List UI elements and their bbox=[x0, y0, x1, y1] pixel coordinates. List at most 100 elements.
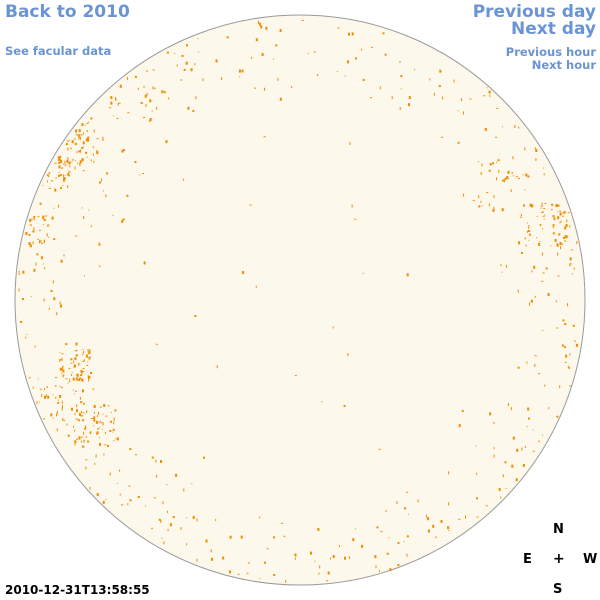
speckle-mark bbox=[88, 350, 91, 354]
speckle-mark bbox=[126, 76, 128, 80]
speckle-mark bbox=[567, 303, 568, 307]
speckle-mark bbox=[137, 496, 140, 498]
speckle-mark bbox=[44, 395, 46, 399]
speckle-mark bbox=[255, 285, 257, 288]
speckle-mark bbox=[105, 194, 107, 198]
speckle-mark bbox=[555, 204, 558, 207]
speckle-mark bbox=[571, 273, 573, 275]
speckle-mark bbox=[198, 51, 200, 53]
next-hour-link[interactable]: Next hour bbox=[531, 58, 596, 72]
speckle-mark bbox=[517, 366, 520, 369]
speckle-mark bbox=[32, 386, 34, 389]
speckle-mark bbox=[406, 491, 409, 493]
speckle-mark bbox=[557, 211, 559, 213]
speckle-mark bbox=[123, 149, 125, 152]
back-to-year-link[interactable]: Back to 2010 bbox=[5, 2, 130, 22]
speckle-mark bbox=[42, 184, 44, 186]
speckle-mark bbox=[160, 520, 162, 524]
speckle-mark bbox=[374, 555, 377, 559]
speckle-mark bbox=[41, 393, 43, 397]
speckle-mark bbox=[183, 488, 185, 492]
speckle-mark bbox=[318, 572, 320, 575]
speckle-mark bbox=[76, 404, 78, 408]
speckle-mark bbox=[42, 215, 45, 219]
speckle-mark bbox=[397, 542, 400, 545]
speckle-mark bbox=[76, 373, 79, 377]
speckle-mark bbox=[522, 204, 525, 207]
speckle-mark bbox=[82, 146, 84, 148]
speckle-mark bbox=[215, 519, 217, 521]
speckle-mark bbox=[489, 94, 491, 97]
speckle-mark bbox=[122, 218, 125, 221]
speckle-mark bbox=[37, 238, 40, 240]
speckle-mark bbox=[78, 150, 81, 153]
speckle-mark bbox=[379, 570, 380, 572]
speckle-mark bbox=[61, 167, 63, 169]
speckle-mark bbox=[478, 161, 480, 163]
speckle-mark bbox=[560, 246, 561, 250]
speckle-mark bbox=[337, 27, 340, 29]
speckle-mark bbox=[476, 516, 479, 518]
speckle-mark bbox=[555, 300, 557, 303]
speckle-mark bbox=[158, 518, 161, 521]
speckle-mark bbox=[39, 240, 40, 244]
speckle-mark bbox=[60, 259, 63, 263]
speckle-mark bbox=[83, 403, 85, 405]
speckle-mark bbox=[196, 558, 198, 562]
speckle-mark bbox=[37, 378, 39, 380]
speckle-mark bbox=[149, 118, 152, 121]
speckle-mark bbox=[59, 395, 62, 398]
speckle-mark bbox=[86, 410, 88, 414]
speckle-mark bbox=[82, 371, 85, 372]
speckle-mark bbox=[518, 177, 520, 179]
speckle-mark bbox=[160, 460, 162, 463]
speckle-mark bbox=[46, 180, 48, 183]
speckle-mark bbox=[500, 264, 502, 267]
speckle-mark bbox=[520, 214, 522, 216]
speckle-mark bbox=[26, 333, 28, 335]
speckle-mark bbox=[100, 422, 103, 424]
speckle-mark bbox=[565, 224, 568, 227]
speckle-mark bbox=[524, 446, 526, 448]
speckle-mark bbox=[202, 78, 204, 82]
next-day-link[interactable]: Next day bbox=[511, 19, 596, 39]
speckle-mark bbox=[536, 215, 538, 217]
speckle-mark bbox=[216, 365, 218, 369]
previous-hour-link[interactable]: Previous hour bbox=[505, 45, 596, 59]
speckle-mark bbox=[458, 424, 461, 428]
speckle-mark bbox=[96, 493, 99, 497]
previous-day-link[interactable]: Previous day bbox=[472, 2, 596, 22]
speckle-mark bbox=[543, 167, 545, 169]
speckle-mark bbox=[142, 173, 145, 174]
speckle-mark bbox=[187, 106, 190, 110]
speckle-mark bbox=[165, 140, 168, 144]
speckle-mark bbox=[544, 384, 546, 387]
speckle-mark bbox=[512, 436, 515, 440]
speckle-mark bbox=[562, 319, 565, 322]
speckle-mark bbox=[354, 218, 357, 220]
speckle-mark bbox=[545, 267, 548, 270]
speckle-mark bbox=[68, 367, 71, 369]
speckle-mark bbox=[528, 226, 530, 229]
speckle-mark bbox=[481, 163, 483, 167]
speckle-mark bbox=[60, 159, 62, 163]
speckle-mark bbox=[128, 485, 131, 487]
speckle-mark bbox=[63, 254, 65, 257]
speckle-mark bbox=[255, 38, 258, 42]
speckle-mark bbox=[281, 522, 283, 524]
speckle-mark bbox=[512, 156, 514, 160]
speckle-mark bbox=[152, 69, 155, 71]
speckle-mark bbox=[113, 422, 115, 425]
speckle-mark bbox=[162, 501, 164, 505]
speckle-mark bbox=[99, 181, 101, 184]
speckle-mark bbox=[398, 61, 401, 63]
speckle-mark bbox=[561, 344, 564, 347]
facular-data-link[interactable]: See facular data bbox=[5, 44, 112, 58]
speckle-mark bbox=[40, 239, 42, 243]
speckle-mark bbox=[254, 87, 257, 89]
speckle-mark bbox=[567, 212, 570, 214]
speckle-mark bbox=[349, 142, 351, 145]
speckle-mark bbox=[80, 374, 83, 377]
speckle-mark bbox=[39, 388, 42, 390]
speckle-mark bbox=[396, 501, 398, 504]
